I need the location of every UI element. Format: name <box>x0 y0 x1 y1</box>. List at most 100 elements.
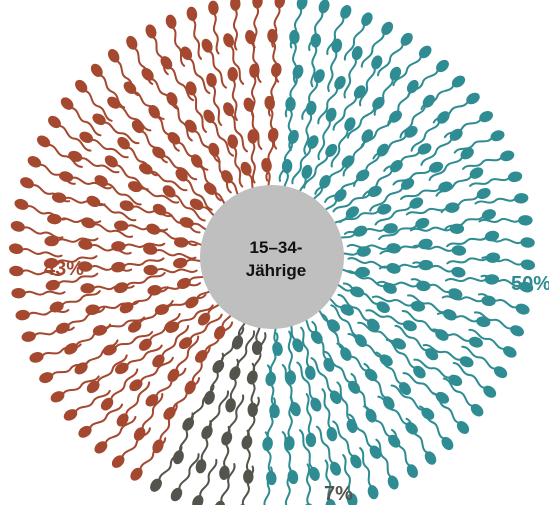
sperm-mark <box>114 271 166 294</box>
sperm-mark <box>8 243 63 258</box>
sperm-mark <box>165 304 214 333</box>
sperm-mark <box>291 135 319 185</box>
sperm-mark <box>310 357 342 405</box>
sperm-mark <box>208 0 220 55</box>
sperm-mark <box>126 35 154 85</box>
sperm-mark <box>317 76 346 125</box>
sperm-mark <box>133 392 164 441</box>
center-label-line-2: Jährige <box>246 261 306 280</box>
sperm-mark <box>348 413 382 459</box>
sperm-mark <box>332 185 382 213</box>
sperm-mark <box>385 338 426 379</box>
sperm-mark <box>223 33 245 85</box>
sperm-mark <box>377 32 413 77</box>
sperm-mark <box>227 134 244 188</box>
sperm-mark <box>115 344 163 375</box>
sperm-mark <box>100 368 139 411</box>
sperm-mark <box>375 351 412 396</box>
sperm-mark <box>462 150 515 170</box>
sperm-mark <box>29 343 82 363</box>
sperm-mark <box>50 375 100 403</box>
sperm-mark <box>453 130 505 154</box>
sperm-mark <box>431 392 470 434</box>
sperm-mark <box>474 193 529 205</box>
sperm-mark <box>186 6 203 60</box>
sperm-mark <box>330 117 356 168</box>
sperm-mark <box>78 239 132 255</box>
sperm-mark <box>387 79 419 127</box>
sperm-mark <box>117 136 158 177</box>
sperm-mark <box>129 356 174 392</box>
sperm-mark <box>363 362 395 410</box>
sperm-mark <box>219 425 231 480</box>
sperm-mark <box>60 97 102 137</box>
sperm-mark <box>225 358 240 413</box>
sperm-mark <box>444 209 496 231</box>
sperm-mark <box>469 171 523 187</box>
sperm-mark <box>342 129 374 177</box>
sperm-mark <box>317 107 337 161</box>
sperm-mark <box>208 142 232 194</box>
sperm-mark <box>324 169 370 203</box>
sperm-mark <box>360 110 402 149</box>
sperm-mark <box>365 309 417 332</box>
sperm-mark <box>315 425 342 476</box>
sperm-mark <box>78 403 124 438</box>
sperm-mark <box>337 293 380 331</box>
sperm-mark <box>477 293 530 315</box>
sperm-mark <box>343 46 363 99</box>
sperm-mark <box>59 171 112 190</box>
sperm-mark <box>310 33 322 88</box>
sperm-mark <box>265 332 279 387</box>
sperm-mark <box>468 328 517 358</box>
sperm-mark <box>422 344 474 368</box>
sperm-mark <box>143 244 197 260</box>
sperm-mark <box>480 237 535 248</box>
sperm-mark <box>203 109 235 157</box>
sperm-mark <box>20 177 71 203</box>
sperm-mark <box>394 324 439 361</box>
sperm-mark <box>114 220 169 232</box>
sperm-mark <box>63 389 111 421</box>
sperm-mark <box>480 274 534 293</box>
sperm-mark <box>375 438 399 490</box>
sperm-mark <box>374 197 424 226</box>
sperm-mark <box>392 161 444 186</box>
sperm-mark <box>300 326 316 380</box>
sperm-mark <box>440 187 491 214</box>
sperm-mark <box>247 129 258 184</box>
sperm-mark <box>201 38 228 89</box>
sperm-mark <box>461 345 508 379</box>
sperm-mark <box>9 265 64 277</box>
sperm-mark <box>308 0 330 52</box>
sperm-mark <box>263 466 273 505</box>
sperm-mark <box>180 46 211 95</box>
sperm-mark <box>390 384 435 420</box>
sperm-mark <box>236 465 255 505</box>
sperm-mark <box>39 359 91 384</box>
sperm-mark <box>413 358 463 387</box>
sperm-mark <box>346 96 385 139</box>
slice-label-rust: 43% <box>44 258 84 280</box>
sperm-mark <box>303 143 338 189</box>
sperm-mark <box>230 0 241 51</box>
sperm-mark <box>347 333 393 367</box>
sperm-mark <box>178 313 223 350</box>
sperm-mark <box>378 217 430 240</box>
sperm-mark <box>139 163 188 192</box>
slice-label-teal: 50% <box>511 273 549 295</box>
sperm-mark <box>432 92 480 124</box>
sperm-mark <box>412 244 467 256</box>
sperm-mark <box>392 45 432 87</box>
sperm-mark <box>145 367 187 407</box>
sperm-mark <box>47 213 102 225</box>
sperm-mark <box>359 447 379 500</box>
sperm-mark <box>383 143 432 172</box>
sperm-mark <box>90 63 126 109</box>
sperm-mark <box>15 309 70 321</box>
sperm-mark <box>107 49 139 97</box>
sperm-mark <box>194 321 234 363</box>
sperm-mark <box>376 280 431 292</box>
sperm-mark <box>206 72 223 127</box>
sperm-mark <box>128 299 174 333</box>
